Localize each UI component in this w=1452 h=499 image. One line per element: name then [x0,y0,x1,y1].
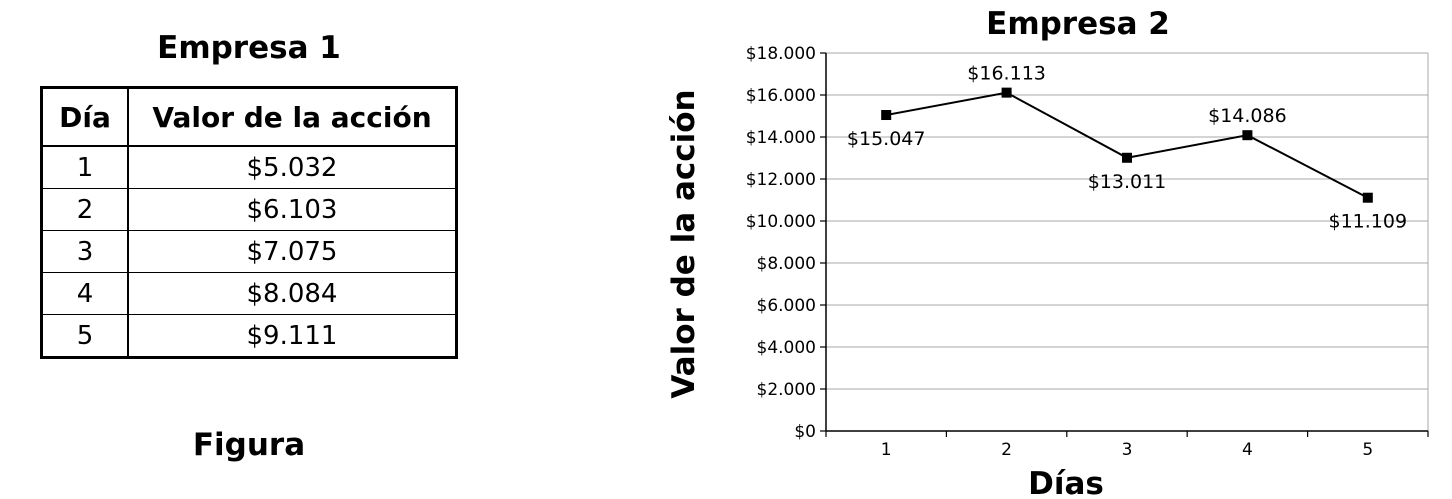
value-cell: $7.075 [128,230,457,273]
x-tick-label: 5 [1362,440,1373,460]
y-tick-label: $18.000 [746,44,816,64]
day-cell: 5 [41,314,129,358]
x-tick-label: 1 [881,440,892,460]
data-point-marker [1362,192,1373,203]
x-tick-label: 4 [1242,440,1253,460]
y-tick-label: $4.000 [757,338,816,358]
data-label: $13.011 [1088,171,1167,193]
y-tick-label: $6.000 [757,296,816,316]
x-tick-label: 3 [1122,440,1133,460]
y-axis-label: Valor de la acción [666,89,702,398]
table-row: 2 $6.103 [41,188,457,231]
value-cell: $8.084 [128,272,457,315]
y-tick-label: $16.000 [746,86,816,106]
data-point-marker [1122,152,1132,163]
table-row: 4 $8.084 [41,272,457,315]
chart-title: Empresa 2 [986,6,1170,42]
day-cell: 1 [41,145,129,189]
x-axis-label: Días [1028,466,1104,499]
data-label: $11.109 [1329,211,1408,233]
y-tick-label: $12.000 [746,170,816,190]
day-cell: 2 [41,188,129,231]
y-tick-label: $14.000 [746,128,816,148]
y-tick-label: $10.000 [746,212,816,232]
table-row: 5 $9.111 [41,314,457,358]
data-label: $15.047 [847,128,926,150]
data-point-marker [881,110,892,121]
value-cell: $5.032 [128,145,457,189]
data-point-marker [1242,130,1253,141]
stock-value-table: Día Valor de la acción 1 $5.032 2 $6.103… [40,86,458,359]
table-header-row: Día Valor de la acción [41,87,457,147]
day-cell: 3 [41,230,129,273]
table-title: Empresa 1 [157,30,341,66]
day-cell: 4 [41,272,129,315]
y-tick-label: $8.000 [757,254,816,274]
x-tick-label: 2 [1001,440,1012,460]
data-point-marker [1001,87,1012,98]
header-stock-value: Valor de la acción [128,87,457,147]
table-row: 3 $7.075 [41,230,457,273]
y-tick-label: $0 [794,422,816,442]
y-tick-label: $2.000 [757,380,816,400]
value-cell: $9.111 [128,314,457,358]
header-day: Día [41,87,129,147]
figure-caption: Figura [192,427,306,463]
data-label: $14.086 [1208,105,1287,127]
table-row: 1 $5.032 [41,145,457,189]
value-cell: $6.103 [128,188,457,231]
data-label: $16.113 [967,63,1046,85]
